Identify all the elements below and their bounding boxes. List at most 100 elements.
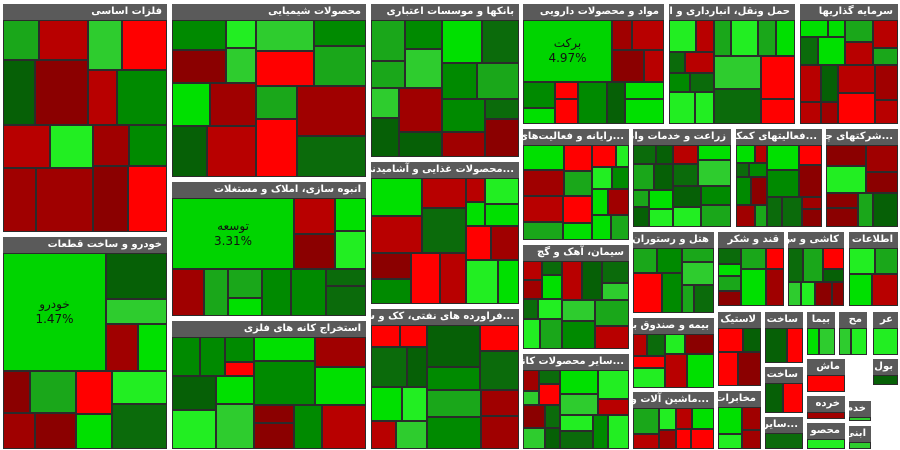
tile	[875, 65, 898, 100]
tile	[783, 383, 803, 413]
tile	[701, 186, 731, 205]
tile	[633, 356, 665, 368]
tile	[826, 193, 858, 208]
tile	[718, 264, 741, 276]
sector: اطلاعات و	[848, 231, 899, 307]
tile	[633, 334, 647, 356]
tile	[673, 186, 701, 207]
tile	[598, 399, 629, 415]
tile	[523, 428, 545, 449]
tile	[399, 132, 442, 157]
tile	[767, 197, 782, 227]
tile	[872, 274, 898, 306]
tile	[766, 248, 784, 269]
tile	[851, 328, 867, 355]
tile	[228, 269, 262, 298]
tile	[582, 261, 602, 300]
tile	[749, 163, 767, 177]
tile	[294, 234, 335, 269]
tile	[682, 262, 714, 285]
sector: زراعت و خدمات وابسته	[632, 128, 732, 228]
tile	[523, 145, 564, 170]
tile-label: برکت	[553, 36, 582, 50]
sector: مح	[838, 311, 868, 356]
sector-title: خدم	[849, 401, 871, 417]
tile	[633, 248, 657, 273]
sector: محصو	[806, 422, 846, 450]
tile	[35, 60, 88, 125]
sector: هتل و رستوران	[632, 231, 715, 314]
tile	[687, 354, 714, 388]
sector: سرمایه گذاریها	[799, 3, 899, 125]
tile	[172, 269, 204, 316]
tile	[800, 65, 821, 102]
tile	[657, 248, 682, 273]
tile	[297, 86, 366, 136]
tile	[595, 326, 629, 349]
tile	[644, 50, 664, 82]
tile	[523, 261, 542, 280]
tile	[838, 93, 875, 124]
tile	[875, 248, 898, 274]
tile	[50, 125, 93, 168]
tile	[402, 387, 427, 421]
sector-title: کاشی و س	[788, 232, 844, 248]
tile	[866, 145, 898, 172]
tile	[262, 269, 291, 316]
tile	[755, 145, 767, 163]
tile	[662, 273, 682, 313]
tile	[442, 132, 485, 157]
sector: بول	[872, 358, 899, 386]
tile	[858, 193, 873, 227]
sector-title: ...رایانه و فعالیت‌های وا	[523, 129, 629, 145]
tile	[736, 163, 749, 177]
sector: لاستیک	[717, 311, 762, 387]
tile	[523, 170, 564, 196]
tile	[39, 20, 88, 60]
sector: بیما	[806, 311, 836, 356]
tile	[485, 204, 519, 226]
tile	[523, 319, 540, 349]
tile-label: توسعه	[217, 218, 249, 233]
tile	[731, 20, 758, 56]
tile	[371, 347, 407, 387]
sector: حمل ونقل، انبارداری و ارتباطات	[668, 3, 796, 125]
tile	[649, 190, 673, 209]
tile	[88, 70, 117, 125]
tile	[106, 324, 138, 371]
sector: سیمان، آهک و گچ	[522, 244, 630, 350]
sector-title: ...فعالیتهای کمکی به	[736, 129, 822, 145]
tile	[695, 92, 714, 124]
sector-title: عر	[873, 312, 898, 328]
tile	[36, 168, 93, 232]
tile	[335, 231, 366, 269]
tile	[480, 325, 519, 351]
tile	[875, 100, 898, 124]
tile	[407, 347, 427, 387]
tile	[849, 417, 871, 421]
tile	[210, 83, 256, 126]
tile	[799, 145, 822, 165]
tile	[294, 405, 322, 449]
tile	[564, 145, 592, 171]
tile	[538, 299, 562, 319]
tile	[117, 70, 167, 125]
tile	[654, 164, 673, 190]
tile	[216, 376, 254, 404]
tile	[128, 166, 167, 232]
tile	[563, 223, 592, 240]
tile	[442, 20, 482, 63]
tile	[743, 328, 761, 352]
sector: مواد و محصولات دارویی برکت 4.97%	[522, 3, 665, 125]
tile	[326, 286, 366, 316]
tile	[405, 20, 442, 49]
tile	[807, 412, 845, 419]
tile	[542, 261, 562, 275]
tile	[172, 198, 294, 269]
tile	[633, 190, 649, 207]
tile	[523, 405, 545, 428]
sector: ...ماشین آلات و د	[632, 391, 715, 450]
tile	[659, 430, 676, 449]
tile	[612, 20, 632, 50]
tile	[669, 92, 695, 124]
